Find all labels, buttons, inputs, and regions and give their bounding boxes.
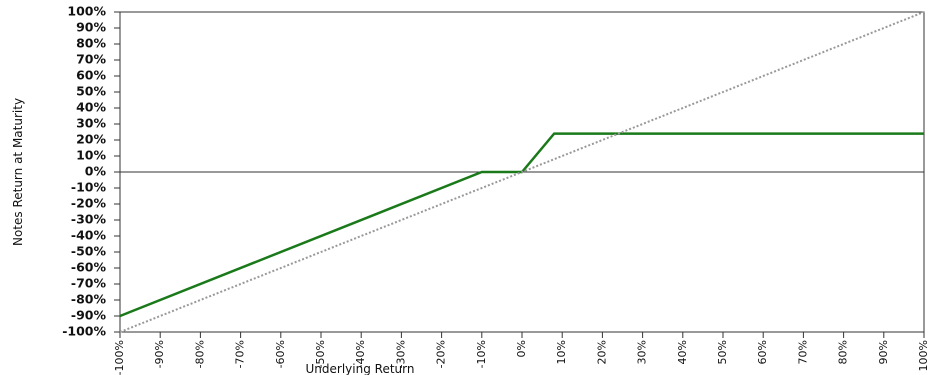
x-tick-label: -80% (193, 340, 206, 368)
x-tick-label: -60% (274, 340, 287, 368)
y-tick-label: 70% (76, 52, 106, 67)
y-tick-label: -10% (71, 180, 107, 195)
y-tick-label: -40% (71, 228, 107, 243)
x-axis-title: Underlying Return (306, 362, 415, 375)
y-tick-label: -50% (71, 244, 107, 259)
x-tick-label: 10% (555, 340, 568, 364)
y-tick-label: 20% (76, 132, 106, 147)
x-tick-label: 30% (636, 340, 649, 364)
x-tick-label: -70% (234, 340, 247, 368)
y-tick-label: 100% (67, 4, 106, 19)
x-tick-label: 80% (837, 340, 850, 364)
x-tick-label: -40% (354, 340, 367, 368)
x-tick-label: 40% (676, 340, 689, 364)
x-tick-label: 0% (515, 340, 528, 357)
x-tick-label: 90% (877, 340, 890, 364)
y-tick-label: 10% (76, 148, 106, 163)
x-tick-label: -20% (435, 340, 448, 368)
x-tick-label: 50% (716, 340, 729, 364)
x-tick-label: 60% (756, 340, 769, 364)
series-line (119, 11, 925, 333)
y-tick-label: 80% (76, 36, 106, 51)
y-tick-label: 0% (85, 164, 107, 179)
x-tick-label: -100% (113, 340, 126, 375)
y-tick-label: 50% (76, 84, 106, 99)
x-tick-label: -90% (153, 340, 166, 368)
x-tick-label: -10% (475, 340, 488, 368)
y-tick-label: -70% (71, 276, 107, 291)
y-tick-label: -60% (71, 260, 107, 275)
series-line (119, 132, 924, 318)
x-tick-label: -30% (394, 340, 407, 368)
x-tick-label: 100% (917, 340, 929, 371)
y-tick-label: 60% (76, 68, 106, 83)
y-axis-title: Notes Return at Maturity (11, 98, 25, 246)
y-tick-label: -90% (71, 308, 107, 323)
y-tick-label: 30% (76, 116, 106, 131)
x-tick-label: -50% (314, 340, 327, 368)
y-tick-label: -100% (62, 324, 106, 339)
x-tick-label: 70% (796, 340, 809, 364)
y-tick-label: -80% (71, 292, 107, 307)
y-tick-label: -30% (71, 212, 107, 227)
y-tick-label: 40% (76, 100, 106, 115)
y-tick-label: -20% (71, 196, 107, 211)
x-tick-label: 20% (595, 340, 608, 364)
y-tick-label: 90% (76, 20, 106, 35)
